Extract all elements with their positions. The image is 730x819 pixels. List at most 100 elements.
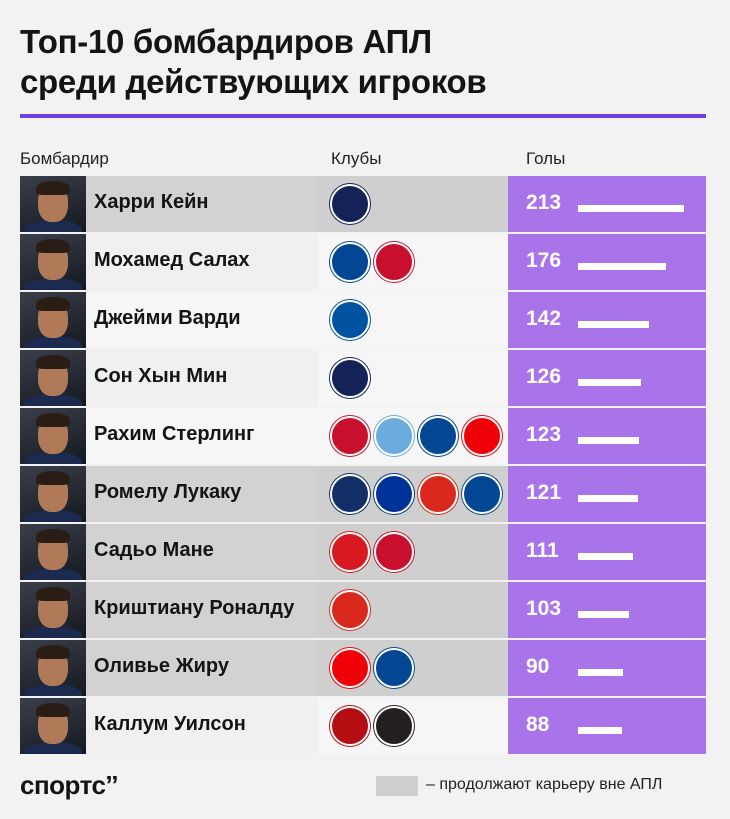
chelsea-crest	[330, 242, 370, 282]
goals-cell: 213	[508, 176, 706, 232]
sports-ru-logo: спортс’’	[20, 770, 118, 800]
goals-value: 126	[526, 365, 562, 388]
table-row: Мохамед Салах 176	[20, 233, 706, 291]
chelsea-crest	[462, 474, 502, 514]
legend-swatch-out-of-epl	[376, 776, 418, 796]
player-photo	[20, 292, 86, 348]
player-name: Ромелу Лукаку	[94, 481, 242, 503]
clubs-cell	[318, 640, 508, 696]
goals-cell: 90	[508, 640, 706, 696]
table-row: Харри Кейн 213	[20, 175, 706, 233]
player-name: Сон Хын Мин	[94, 365, 228, 387]
goals-bar	[578, 495, 638, 502]
goals-bar	[578, 727, 622, 734]
clubs-cell	[318, 234, 508, 290]
tottenham-crest	[330, 358, 370, 398]
table-row: Садьо Мане 111	[20, 523, 706, 581]
goals-cell: 126	[508, 350, 706, 406]
goals-value: 111	[526, 539, 559, 562]
clubs-cell	[318, 176, 508, 232]
player-name: Харри Кейн	[94, 191, 209, 213]
southampton-crest	[330, 532, 370, 572]
player-name: Рахим Стерлинг	[94, 423, 255, 445]
goals-value: 213	[526, 191, 562, 214]
page-title: Топ-10 бомбардиров АПЛ среди действующих…	[20, 22, 710, 102]
clubs-cell	[318, 292, 508, 348]
goals-bar	[578, 553, 633, 560]
table-row: Каллум Уилсон 88	[20, 697, 706, 755]
player-photo	[20, 234, 86, 290]
leicester-crest	[330, 300, 370, 340]
legend-text: – продолжают карьеру вне АПЛ	[426, 776, 663, 793]
title-line-2: среди действующих игроков	[20, 63, 487, 100]
goals-value: 123	[526, 423, 562, 446]
newcastle-crest	[374, 706, 414, 746]
clubs-cell	[318, 350, 508, 406]
table-row: Оливье Жиру 90	[20, 639, 706, 697]
column-header-clubs: Клубы	[331, 149, 382, 168]
title-line-1: Топ-10 бомбардиров АПЛ	[20, 23, 432, 60]
goals-bar	[578, 379, 641, 386]
table-row: Джейми Варди 142	[20, 291, 706, 349]
arsenal-crest	[330, 648, 370, 688]
player-photo	[20, 524, 86, 580]
goals-bar	[578, 321, 649, 328]
liverpool-crest	[330, 416, 370, 456]
goals-value: 142	[526, 307, 562, 330]
goals-cell: 142	[508, 292, 706, 348]
table-row: Криштиану Роналду 103	[20, 581, 706, 639]
player-photo	[20, 466, 86, 522]
goals-value: 103	[526, 597, 562, 620]
bournemouth-crest	[330, 706, 370, 746]
goals-cell: 103	[508, 582, 706, 638]
goals-value: 90	[526, 655, 550, 678]
player-photo	[20, 408, 86, 464]
player-name: Криштиану Роналду	[94, 597, 295, 619]
goals-bar	[578, 205, 684, 212]
column-header-goals: Голы	[526, 149, 566, 168]
liverpool-crest	[374, 532, 414, 572]
clubs-cell	[318, 582, 508, 638]
chelsea-crest	[418, 416, 458, 456]
clubs-cell	[318, 466, 508, 522]
title-divider	[20, 114, 706, 118]
goals-bar	[578, 263, 666, 270]
player-photo	[20, 582, 86, 638]
arsenal-crest	[462, 416, 502, 456]
column-header-player: Бомбардир	[20, 149, 109, 168]
chelsea-crest	[374, 648, 414, 688]
goals-cell: 121	[508, 466, 706, 522]
goals-bar	[578, 437, 639, 444]
player-photo	[20, 640, 86, 696]
footer: спортс’’ – продолжают карьеру вне АПЛ	[20, 770, 710, 806]
goals-value: 121	[526, 481, 562, 504]
player-name: Оливье Жиру	[94, 655, 230, 677]
goals-cell: 176	[508, 234, 706, 290]
clubs-cell	[318, 524, 508, 580]
goals-bar	[578, 669, 623, 676]
tottenham-crest	[330, 184, 370, 224]
player-name: Каллум Уилсон	[94, 713, 246, 735]
table-row: Ромелу Лукаку 121	[20, 465, 706, 523]
manchester-united-crest	[418, 474, 458, 514]
goals-cell: 123	[508, 408, 706, 464]
goals-cell: 111	[508, 524, 706, 580]
player-photo	[20, 350, 86, 406]
goals-value: 88	[526, 713, 550, 736]
player-name: Садьо Мане	[94, 539, 214, 561]
clubs-cell	[318, 698, 508, 754]
west-brom-crest	[330, 474, 370, 514]
liverpool-crest	[374, 242, 414, 282]
player-photo	[20, 698, 86, 754]
goals-cell: 88	[508, 698, 706, 754]
player-name: Мохамед Салах	[94, 249, 250, 271]
player-name: Джейми Варди	[94, 307, 241, 329]
manchester-united-crest	[330, 590, 370, 630]
table-row: Сон Хын Мин 126	[20, 349, 706, 407]
player-photo	[20, 176, 86, 232]
manchester-city-crest	[374, 416, 414, 456]
everton-crest	[374, 474, 414, 514]
scorers-table: Харри Кейн 213 Мохамед Салах 176 Джейми Вард…	[20, 175, 706, 755]
goals-bar	[578, 611, 629, 618]
table-row: Рахим Стерлинг 123	[20, 407, 706, 465]
